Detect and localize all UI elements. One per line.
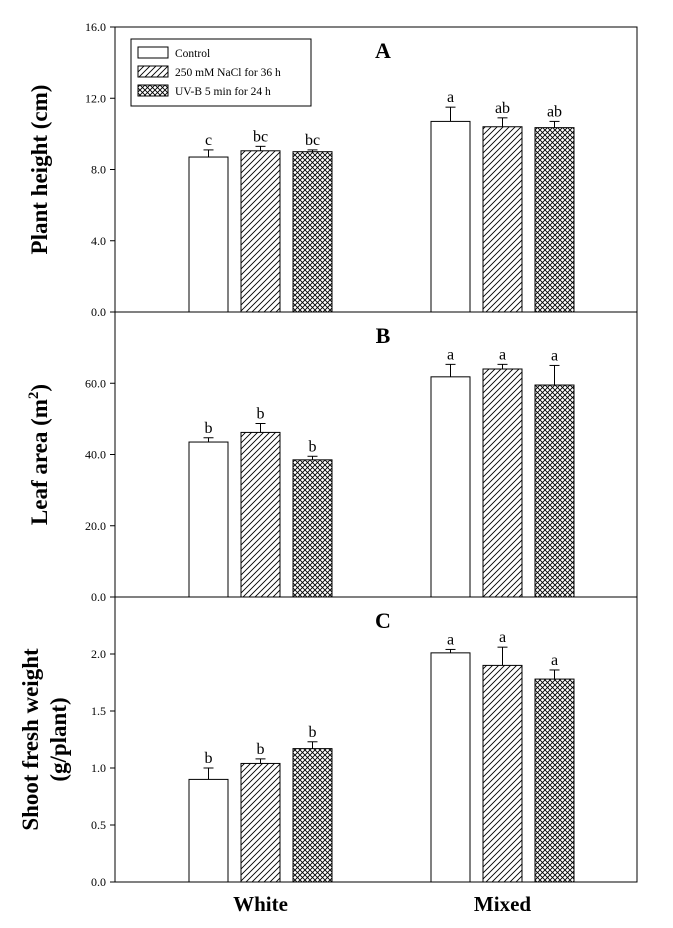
bar [534, 127, 575, 313]
bar [430, 120, 471, 313]
significance-label: a [499, 629, 506, 646]
significance-label: b [309, 724, 317, 741]
x-axis-categories: White Mixed [233, 892, 531, 916]
panel-leaf-area: 0.0 20.0 40.0 60.0 b b b a a a B Leaf area (m2) [26, 311, 638, 604]
significance-label: a [447, 89, 454, 106]
panel-shoot-fresh-weight: 0.0 0.5 1.0 1.5 2.0 b b b a a a C Shoot fresh weight… [18, 596, 638, 889]
significance-label: b [205, 420, 213, 437]
panel-label: B [376, 323, 391, 348]
bar [482, 664, 523, 883]
bar [534, 384, 575, 598]
y-axis-label: Shoot fresh weight [18, 648, 43, 831]
bar [430, 652, 471, 883]
bar [482, 126, 523, 313]
significance-label: a [447, 346, 454, 363]
legend-swatch [137, 46, 169, 59]
bar [188, 441, 229, 598]
significance-label: bc [253, 128, 268, 145]
significance-label: bc [305, 132, 320, 149]
significance-label: a [447, 631, 454, 648]
bar [240, 431, 281, 598]
y-tick-label: 1.5 [91, 704, 106, 718]
significance-label: ab [495, 100, 510, 117]
significance-label: b [205, 750, 213, 767]
panel-plant-height: 0.0 4.0 8.0 12.0 16.0 c bc bc a ab ab A Plant height… [27, 20, 638, 319]
y-tick-label: 4.0 [91, 234, 106, 248]
y-tick-label: 0.0 [91, 590, 106, 604]
bar [292, 459, 333, 598]
plot-frame [114, 596, 638, 883]
panel-label: A [375, 38, 391, 63]
legend-swatch [137, 84, 169, 97]
y-tick-label: 0.5 [91, 818, 106, 832]
significance-label: a [499, 346, 506, 363]
y-axis-label: Plant height (cm) [27, 85, 52, 255]
x-category-label: Mixed [474, 892, 531, 916]
legend-swatch [137, 65, 169, 78]
bar [240, 762, 281, 883]
legend-entry: 250 mM NaCl for 36 h [175, 67, 281, 79]
bar [188, 156, 229, 313]
x-category-label: White [233, 892, 288, 916]
significance-label: b [309, 438, 317, 455]
y-tick-label: 8.0 [91, 163, 106, 177]
y-axis-label: Leaf area (m2) [26, 384, 52, 525]
y-tick-label: 1.0 [91, 761, 106, 775]
legend-entry: UV-B 5 min for 24 h [175, 86, 271, 98]
y-axis-label-line2: (g/plant) [46, 697, 71, 781]
bar [430, 376, 471, 598]
y-tick-label: 20.0 [85, 519, 106, 533]
significance-label: c [205, 132, 212, 149]
y-tick-label: 0.0 [91, 305, 106, 319]
y-tick-label: 16.0 [85, 20, 106, 34]
y-tick-label: 0.0 [91, 875, 106, 889]
legend: Control 250 mM NaCl for 36 h UV-B 5 min fo… [130, 38, 312, 107]
significance-label: a [551, 347, 558, 364]
legend-entry: Control [175, 48, 210, 60]
significance-label: ab [547, 103, 562, 120]
bar [534, 678, 575, 883]
bar [292, 151, 333, 313]
y-tick-label: 40.0 [85, 448, 106, 462]
bar [240, 150, 281, 313]
significance-label: b [257, 741, 265, 758]
y-tick-label: 2.0 [91, 647, 106, 661]
bar [482, 368, 523, 598]
panel-label: C [375, 608, 391, 633]
bar [188, 778, 229, 883]
significance-label: a [551, 652, 558, 669]
y-tick-label: 12.0 [85, 91, 106, 105]
significance-label: b [257, 406, 265, 423]
y-tick-label: 60.0 [85, 376, 106, 390]
bar [292, 748, 333, 883]
